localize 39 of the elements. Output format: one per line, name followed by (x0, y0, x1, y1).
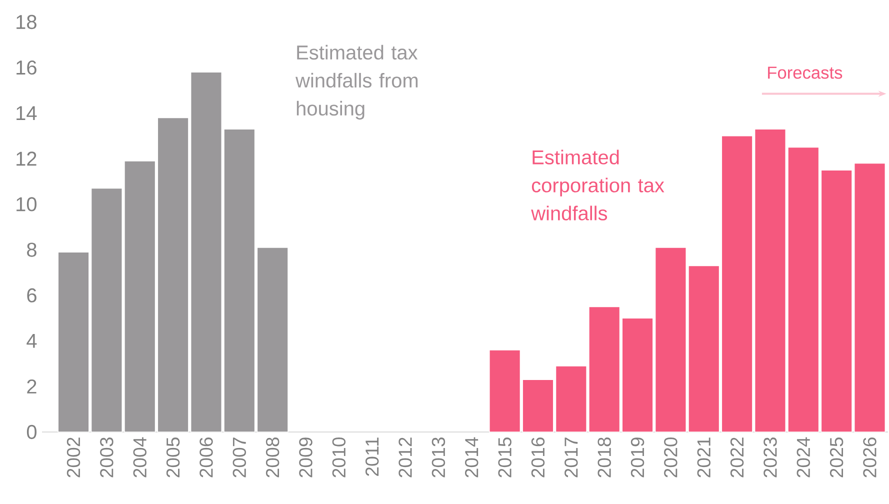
x-tick-label: 2019 (630, 438, 644, 478)
x-tick-label: 2024 (796, 437, 810, 478)
series-label: Estimated corporation tax windfalls (531, 150, 664, 220)
y-tick-label: 4 (26, 334, 37, 348)
x-tick-label: 2009 (299, 438, 312, 478)
y-tick-label: 8 (27, 242, 36, 257)
x-tick-label: 2008 (266, 438, 280, 478)
x-tick-label: 2023 (764, 438, 777, 478)
x-tick-label: 2003 (100, 438, 114, 478)
x-tick-label: 2006 (200, 438, 213, 478)
y-tick-label: 2 (27, 379, 36, 394)
y-tick-label: 18 (16, 14, 36, 30)
x-tick-label: 2007 (232, 438, 246, 478)
x-tick-label: 2005 (166, 438, 180, 478)
x-tick-label: 2011 (365, 438, 379, 476)
x-tick-label: 2018 (598, 438, 611, 478)
y-tick-label: 0 (26, 424, 36, 440)
bar (256, 247, 288, 432)
text: Estimated tax windfalls from housing (296, 44, 418, 120)
x-tick-label: 2021 (697, 438, 710, 478)
y-tick-label: 16 (16, 60, 36, 75)
x-tick-label: 2012 (398, 438, 412, 478)
x-tick-label: 2026 (863, 438, 876, 478)
x-tick-label: 2022 (730, 438, 744, 478)
x-tick-label: 2016 (531, 438, 545, 478)
x-tick-label: 2014 (465, 437, 478, 478)
y-tick-label: 6 (27, 288, 36, 302)
x-tick-label: 2004 (133, 437, 146, 478)
y-tick-label: 10 (16, 197, 36, 212)
x-tick-label: 2017 (564, 438, 578, 478)
x-tick-label: 2025 (830, 438, 844, 478)
y-tick-label: 12 (16, 152, 36, 166)
x-tick-label: 2002 (66, 438, 80, 478)
x-tick-label: 2015 (498, 438, 512, 478)
text: Forecasts (768, 66, 842, 79)
x-tick-label: 2020 (664, 437, 678, 478)
x-tick-label: 2010 (332, 437, 346, 478)
y-tick-label: 14 (16, 106, 37, 120)
x-tick-label: 2013 (432, 438, 446, 478)
